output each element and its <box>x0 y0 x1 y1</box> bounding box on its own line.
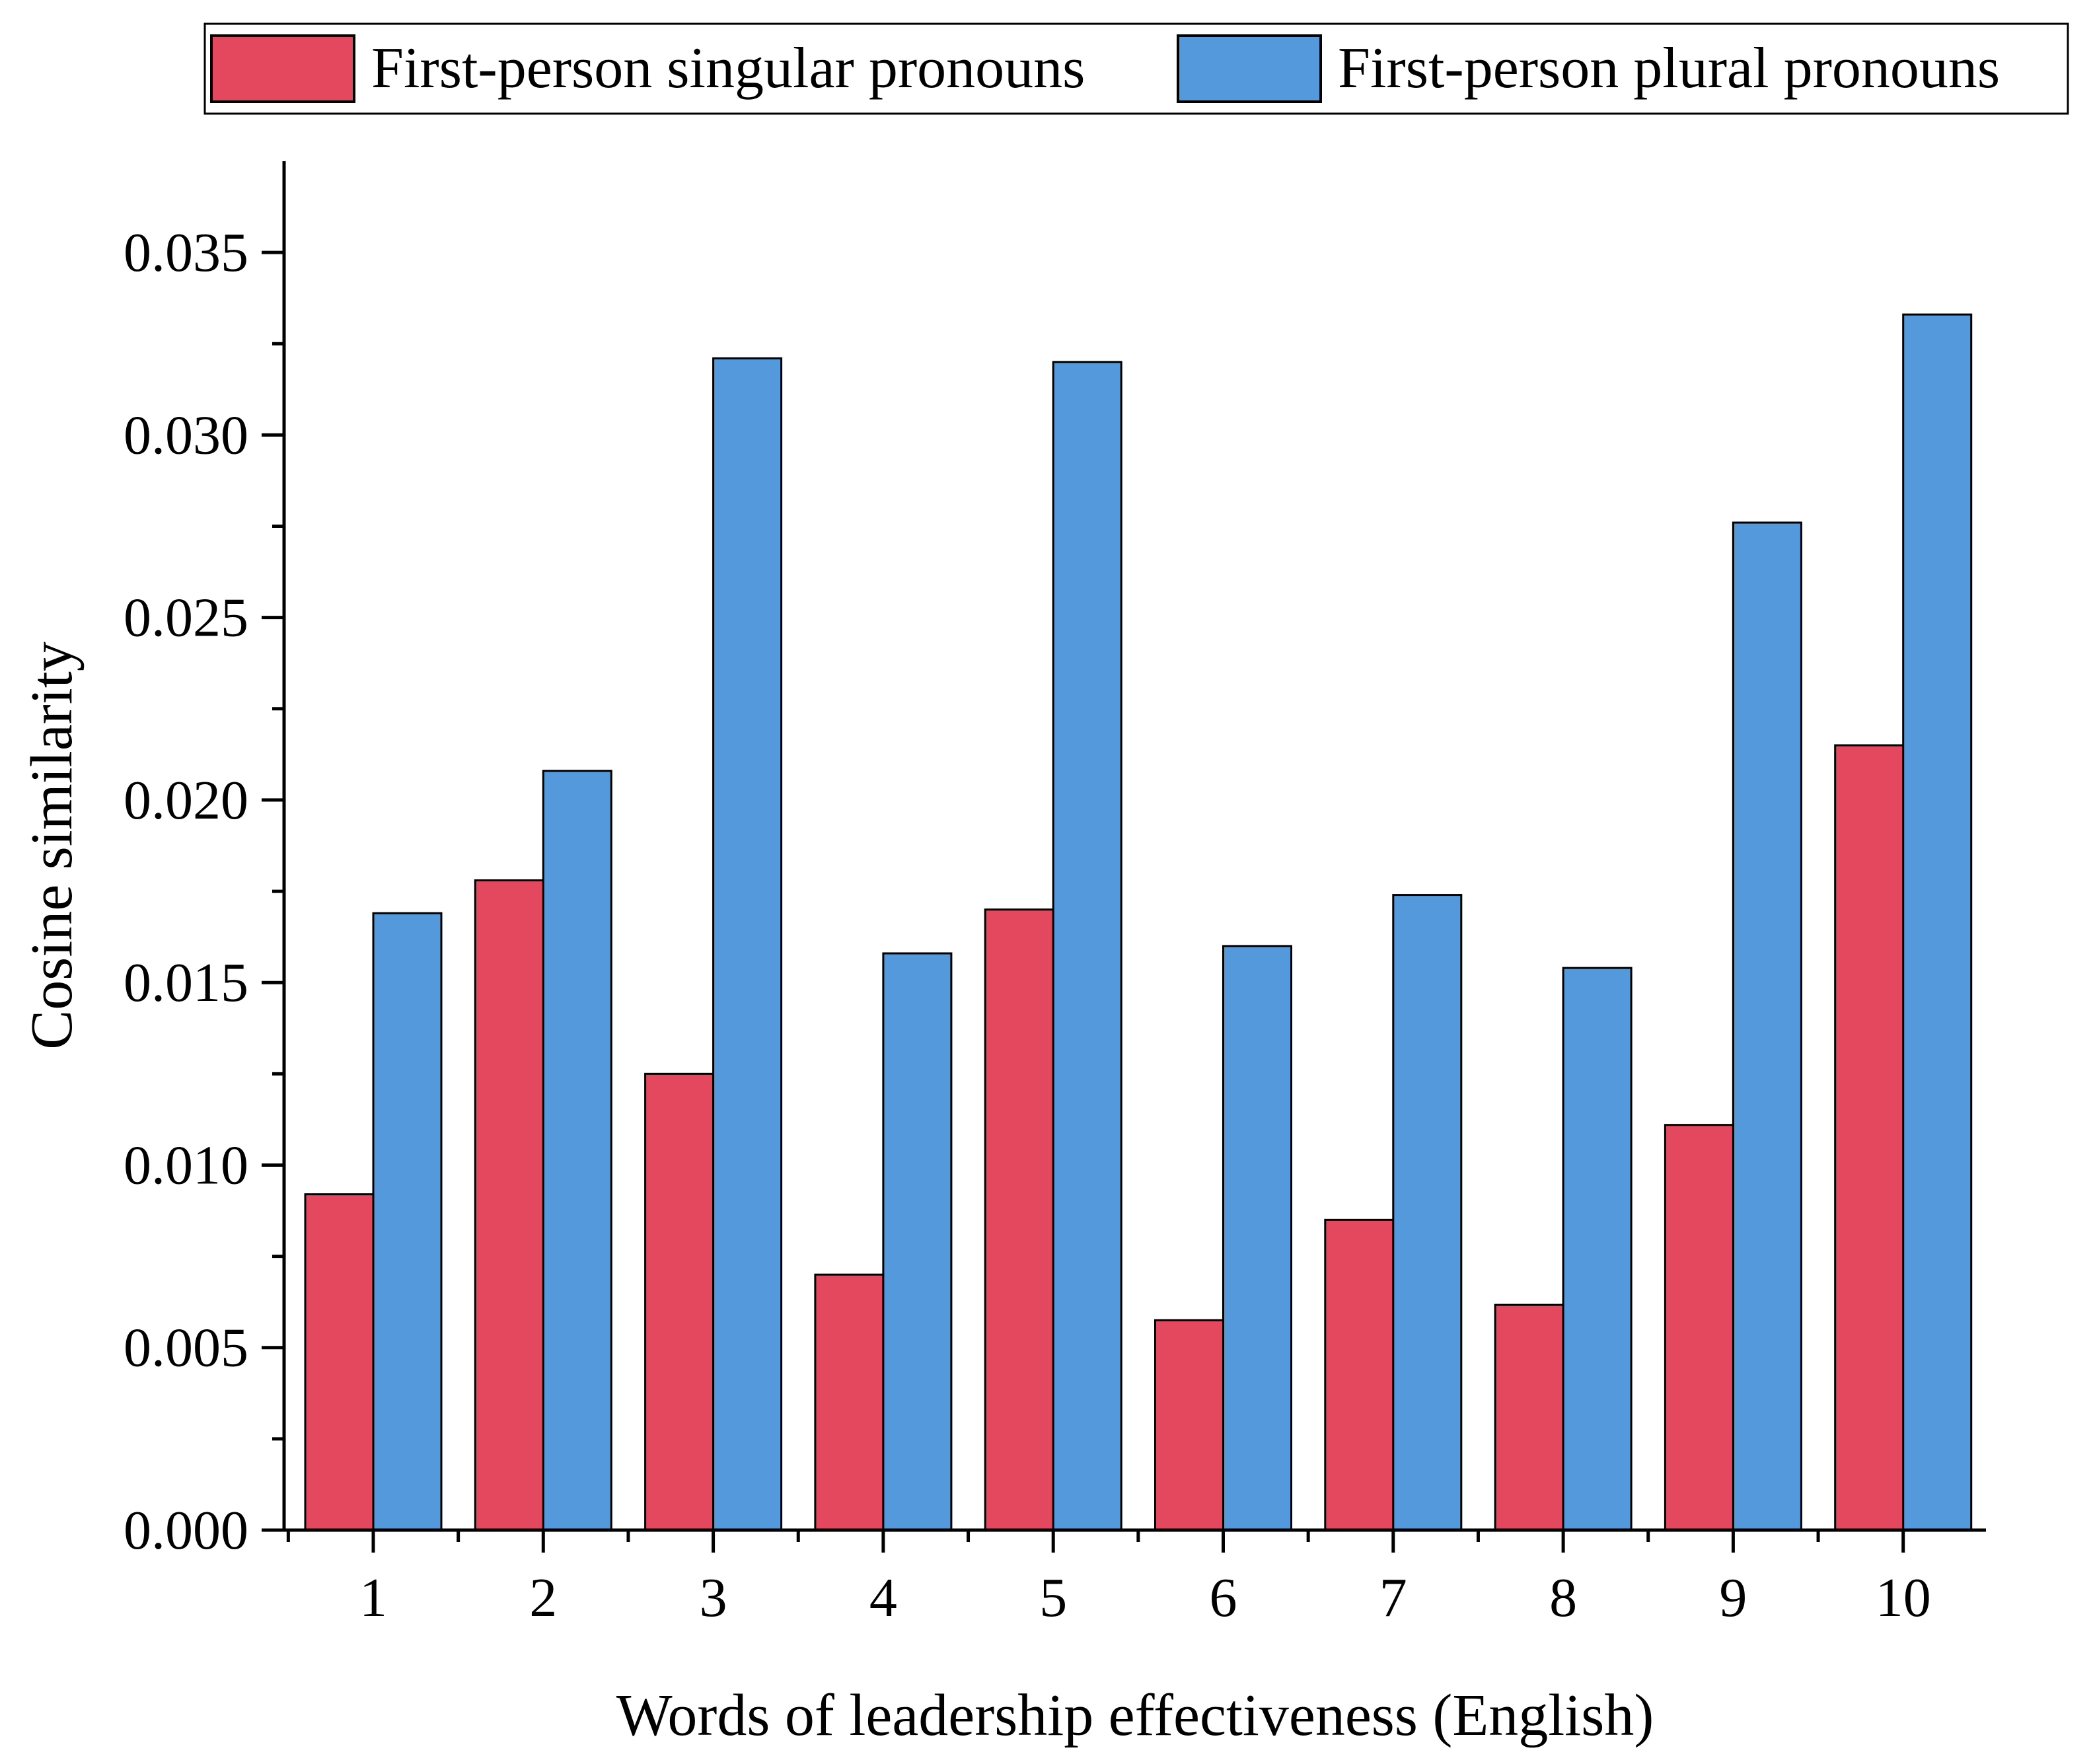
x-tick-label: 3 <box>700 1567 727 1629</box>
bar-plural-4 <box>882 952 953 1531</box>
bar-singular-8 <box>1494 1304 1564 1531</box>
bar-singular-1 <box>304 1193 375 1531</box>
bar-singular-5 <box>984 908 1054 1531</box>
bar-plural-5 <box>1052 361 1122 1531</box>
bar-plural-3 <box>712 357 783 1531</box>
bar-plural-9 <box>1732 521 1802 1531</box>
bar-plural-1 <box>372 912 443 1531</box>
legend-swatch-plural <box>1177 34 1322 103</box>
bars-group <box>304 313 1973 1531</box>
bar-singular-3 <box>644 1072 715 1531</box>
y-tick-label: 0.005 <box>124 1317 248 1379</box>
x-tick-label: 4 <box>869 1567 897 1629</box>
bar-singular-9 <box>1664 1124 1734 1531</box>
x-tick-label: 10 <box>1876 1567 1931 1629</box>
x-tick-label: 2 <box>529 1567 557 1629</box>
legend-label-singular: First-person singular pronouns <box>371 36 1085 100</box>
legend-swatch-singular <box>210 34 355 103</box>
y-tick-label: 0.020 <box>124 770 248 831</box>
y-tick-label: 0.000 <box>124 1500 248 1561</box>
bar-singular-10 <box>1834 744 1905 1531</box>
x-tick-label: 5 <box>1039 1567 1067 1629</box>
legend: First-person singular pronouns First-pers… <box>203 22 2069 115</box>
y-tick-label: 0.015 <box>124 952 248 1013</box>
legend-frame <box>203 22 2069 115</box>
x-tick-label: 9 <box>1719 1567 1747 1629</box>
bar-plural-2 <box>542 770 612 1531</box>
x-axis-label: Words of leadership effectiveness (Engli… <box>616 1683 1654 1748</box>
y-tick-label: 0.035 <box>124 222 248 283</box>
x-tick-label: 7 <box>1379 1567 1407 1629</box>
y-tick-label: 0.010 <box>124 1134 248 1196</box>
y-tick-label: 0.030 <box>124 404 248 466</box>
bar-singular-2 <box>474 879 544 1531</box>
x-tick-label: 1 <box>359 1567 387 1629</box>
bar-plural-6 <box>1222 945 1292 1531</box>
legend-label-plural: First-person plural pronouns <box>1338 36 2000 100</box>
x-tick-label: 6 <box>1210 1567 1237 1629</box>
x-tick-label: 8 <box>1549 1567 1577 1629</box>
y-axis-label: Cosine similarity <box>19 642 85 1049</box>
bar-plural-8 <box>1562 967 1633 1531</box>
bar-plural-7 <box>1392 894 1463 1531</box>
bar-singular-6 <box>1154 1319 1224 1531</box>
bar-singular-7 <box>1324 1218 1395 1531</box>
y-tick-label: 0.025 <box>124 587 248 649</box>
axes-group: 0.000 0.005 0.010 0.015 0.020 0.025 0.030 0.035… <box>124 161 1986 1629</box>
bar-singular-4 <box>814 1273 885 1531</box>
bar-plural-10 <box>1902 313 1973 1531</box>
